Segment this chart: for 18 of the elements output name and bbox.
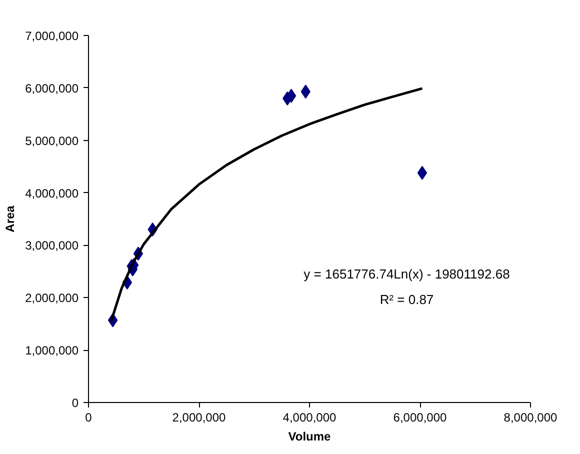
x-tick-label: 2,000,000	[172, 410, 226, 424]
y-axis-title: Area	[3, 205, 18, 232]
x-axis-title: Volume	[288, 430, 332, 444]
y-tick-label: 6,000,000	[25, 81, 79, 96]
point	[417, 166, 428, 180]
x-tick-label: 6,000,000	[393, 410, 448, 424]
x-tick-label: 8,000,000	[504, 410, 558, 424]
annotation: y = 1651776.74Ln(x) - 19801192.68	[304, 266, 510, 282]
y-tick-label: 2,000,000	[25, 291, 79, 306]
y-tick-label: 7,000,000	[25, 29, 79, 43]
y-tick-label: 4,000,000	[25, 186, 79, 200]
y-tick-label: 0	[72, 396, 79, 410]
x-tick-label: 4,000,000	[282, 410, 337, 424]
x-tick-label: 0	[85, 410, 92, 424]
y-tick-label: 1,000,000	[25, 344, 79, 358]
y-tick-label: 3,000,000	[25, 238, 79, 253]
y-tick-label: 5,000,000	[25, 134, 79, 148]
annotation: R² = 0.87	[380, 292, 434, 308]
